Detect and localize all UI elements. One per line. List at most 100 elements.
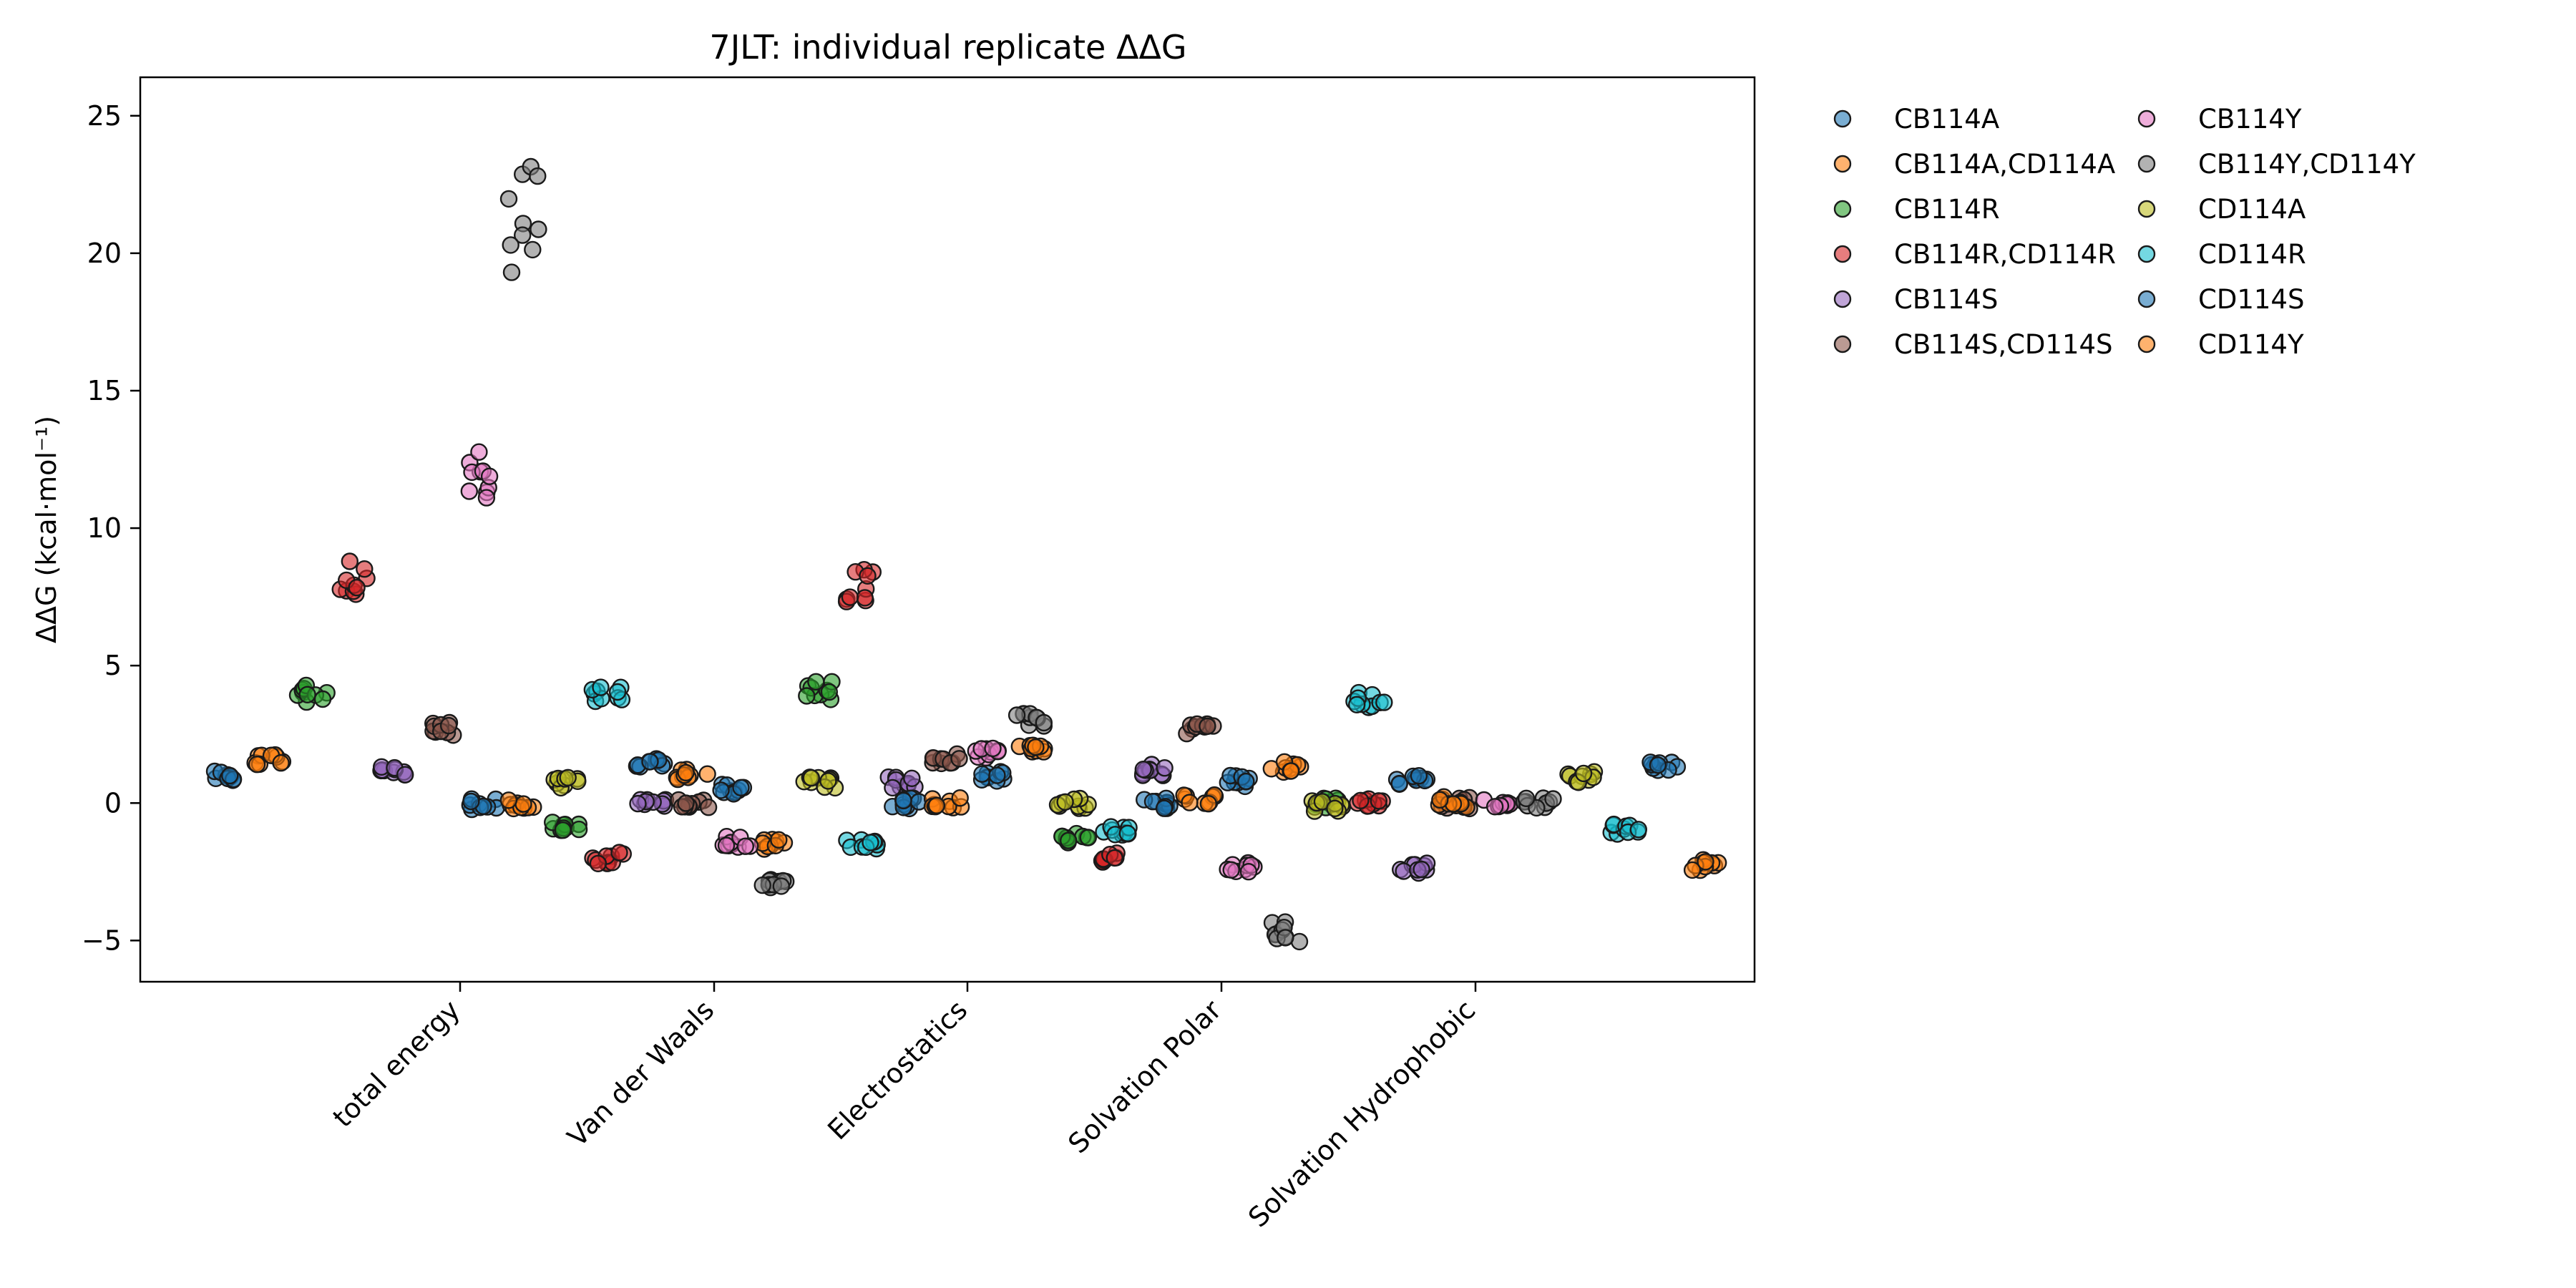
data-points: [205, 157, 1727, 951]
data-point: [1222, 861, 1240, 879]
data-point: [1027, 738, 1045, 756]
series-points: [668, 761, 1727, 879]
data-point: [514, 795, 532, 813]
data-point: [1079, 829, 1098, 847]
data-point: [770, 831, 788, 849]
data-point: [950, 750, 968, 768]
legend-marker: [2137, 290, 2156, 308]
series-points: [545, 763, 1604, 820]
legend-item: CB114S: [1833, 284, 1998, 315]
data-point: [1375, 693, 1393, 711]
legend-marker: [1833, 109, 1852, 128]
data-point: [439, 716, 458, 735]
series-points: [628, 750, 1687, 818]
data-point: [502, 236, 519, 254]
data-point: [1239, 862, 1258, 881]
data-point: [1282, 762, 1300, 780]
data-point: [1347, 696, 1366, 713]
data-point: [807, 673, 825, 691]
legend-marker: [2137, 155, 2156, 173]
data-point: [396, 766, 414, 784]
data-point: [1199, 717, 1216, 736]
data-point: [859, 567, 877, 585]
data-point: [356, 560, 374, 578]
data-point: [554, 821, 572, 839]
data-point: [753, 876, 771, 894]
data-point: [499, 190, 518, 208]
data-point: [1517, 789, 1536, 808]
legend-item: CD114Y: [2137, 329, 2304, 360]
x-tick-label: Solvation Polar: [1062, 994, 1227, 1159]
data-point: [1574, 764, 1593, 783]
data-point: [802, 769, 821, 787]
data-point: [841, 588, 859, 606]
data-point: [559, 769, 577, 787]
data-point: [477, 489, 496, 507]
data-point: [1326, 799, 1344, 818]
data-point: [470, 443, 488, 461]
data-point: [298, 686, 316, 703]
data-point: [1697, 853, 1714, 871]
data-point: [1056, 793, 1074, 811]
data-point: [514, 226, 532, 244]
data-point: [1181, 794, 1199, 811]
data-point: [1059, 831, 1078, 849]
data-point: [462, 792, 480, 811]
data-point: [499, 791, 518, 809]
series-points: [246, 736, 1309, 858]
y-tick-label: 20: [87, 238, 122, 269]
data-point: [698, 765, 716, 783]
data-point: [313, 690, 332, 708]
y-tick-label: 5: [104, 650, 122, 681]
data-point: [984, 739, 1002, 758]
data-point: [530, 220, 547, 238]
x-axis: total energy Van der Waals Electrostatics S…: [327, 982, 1481, 1234]
data-point: [348, 579, 366, 597]
series-points: [288, 673, 1347, 852]
legend-label: CD114A: [2198, 194, 2306, 225]
data-point: [1413, 860, 1430, 879]
legend-marker: [2137, 200, 2156, 218]
data-point: [524, 240, 542, 259]
legend-label: CB114Y: [2198, 104, 2302, 135]
data-point: [903, 769, 921, 788]
data-point: [1544, 790, 1562, 808]
data-point: [699, 798, 718, 816]
legend-marker: [2137, 245, 2156, 263]
data-point: [1155, 799, 1174, 817]
data-point: [272, 753, 290, 772]
y-tick-label: 15: [87, 375, 122, 406]
data-point: [570, 820, 588, 839]
legend-marker: [1833, 290, 1852, 308]
data-point: [529, 167, 547, 185]
series-points: [331, 552, 1391, 873]
legend-marker: [1833, 335, 1852, 353]
series-points: [499, 157, 1562, 951]
x-tick-label: Electrostatics: [821, 994, 973, 1146]
data-point: [677, 794, 695, 812]
data-point: [1199, 794, 1218, 813]
data-point: [1683, 861, 1702, 879]
data-point: [221, 766, 239, 785]
y-tick-label: 0: [104, 787, 122, 819]
y-tick-label: 10: [87, 512, 122, 544]
legend-item: CD114R: [2137, 239, 2306, 270]
legend-label: CD114Y: [2198, 329, 2304, 360]
data-point: [1629, 821, 1648, 839]
series-points: [583, 678, 1648, 858]
legend-label: CB114R: [1894, 194, 2000, 225]
series-points: [372, 756, 1436, 882]
data-point: [1370, 792, 1388, 810]
legend-label: CD114R: [2198, 239, 2306, 270]
data-point: [884, 779, 902, 797]
legend-label: CB114S: [1894, 284, 1998, 315]
plot-frame: [139, 76, 1756, 983]
data-point: [608, 683, 627, 701]
legend-label: CB114A,CD114A: [1894, 149, 2115, 180]
data-point: [1410, 766, 1428, 785]
data-point: [736, 837, 755, 855]
legend-item: CD114S: [2137, 284, 2304, 315]
data-point: [1008, 706, 1026, 724]
legend: CB114A CB114A,CD114A CB114R CB114R,CD114R CB…: [1833, 104, 2416, 360]
